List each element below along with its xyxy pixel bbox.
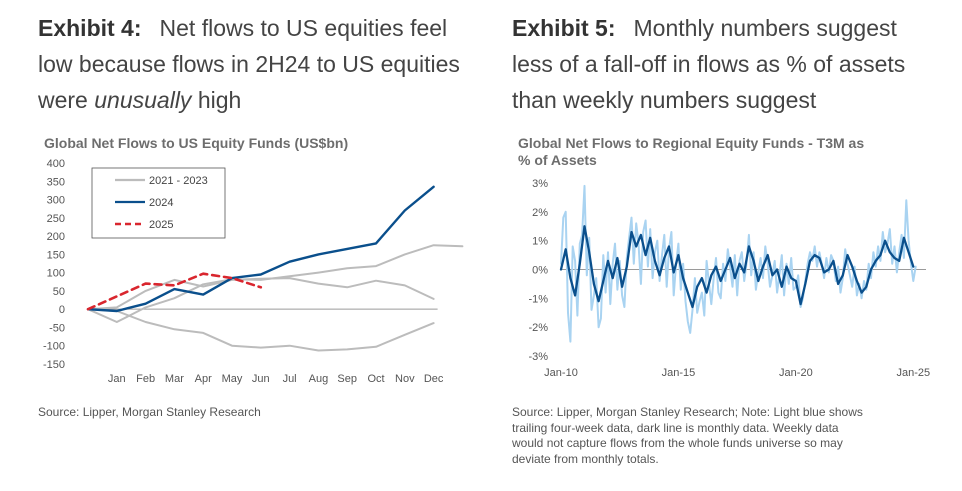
exhibit4-title-line2: low because flows in 2H24 to US equities <box>38 51 460 77</box>
chart1-legend-label: 2024 <box>149 197 173 209</box>
chart1-x-tick-label: Jul <box>283 373 297 385</box>
chart1-legend-label: 2025 <box>149 219 173 231</box>
chart2-title: Global Net Flows to Regional Equity Fund… <box>518 135 864 169</box>
chart2-y-tick-label: -1% <box>528 293 548 305</box>
chart1-x-tick-label: Aug <box>309 373 329 385</box>
chart2-y-tick-label: 2% <box>532 207 548 219</box>
exhibit5-title: Exhibit 5: Monthly numbers suggest less o… <box>512 10 905 118</box>
chart1-y-tick-label: 250 <box>47 213 65 225</box>
exhibit5-label: Exhibit 5: <box>512 15 616 41</box>
chart1-svg: 400 350 300 250 200 150 100 50 0 -50 -100 -150 Jan Fe… <box>43 158 464 385</box>
chart1-y-tick-label: 150 <box>47 249 65 261</box>
chart1-series-line-unlabeled-2 <box>87 308 435 352</box>
exhibit5-title-line1: Exhibit 5: Monthly numbers suggest <box>512 10 905 46</box>
chart1-x-tick-label: Mar <box>165 373 184 385</box>
chart2-x-tick-label: Jan-20 <box>779 367 813 379</box>
exhibit4-label: Exhibit 4: <box>38 15 142 41</box>
chart2-y-tick-label: 1% <box>532 236 548 248</box>
chart1-x-tick-label: Sep <box>337 373 357 385</box>
chart1-y-tick-label: 350 <box>47 176 65 188</box>
chart1-legend-box <box>91 167 226 239</box>
chart2-y-tick-label: 0% <box>532 265 548 277</box>
exhibit4-title-emphasis: unusually <box>94 87 192 113</box>
exhibit5-source-line: Source: Lipper, Morgan Stanley Research;… <box>512 405 863 419</box>
chart1-x-tick-label: Apr <box>195 373 212 385</box>
chart2-x-tick-label: Jan-15 <box>662 367 696 379</box>
chart1-series-line-2024 <box>86 185 435 313</box>
exhibit4-title-text1: Net flows to US equities feel <box>159 15 448 41</box>
exhibit5-source-line: deviate from monthly totals. <box>512 451 659 466</box>
exhibit5-source: Source: Lipper, Morgan Stanley Research;… <box>512 405 863 467</box>
chart1-x-tick-label: May <box>222 373 243 385</box>
exhibit4-title-line3: were unusually high <box>38 82 460 118</box>
chart1-x-tick-label: Oct <box>367 373 384 385</box>
chart2-y-tick-label: -2% <box>528 322 548 334</box>
chart1-y-tick-label: -50 <box>49 322 65 334</box>
chart1-series-line-unlabeled-1 <box>87 277 435 311</box>
exhibit5-source-line: trailing four-week data, dark line is mo… <box>512 420 839 435</box>
exhibit4-title-post: high <box>191 87 242 113</box>
chart1-x-tick-label: Nov <box>395 373 415 385</box>
chart1-y-tick-label: 400 <box>47 158 65 170</box>
exhibit4-source: Source: Lipper, Morgan Stanley Research <box>38 405 261 419</box>
chart1-y-tick-label: -100 <box>43 341 65 353</box>
exhibit5-title-line2: less of a fall-off in flows as % of asse… <box>512 51 906 77</box>
exhibit5-title-text1: Monthly numbers suggest <box>633 15 897 41</box>
chart1-x-tick-label: Feb <box>136 373 155 385</box>
chart2-series-line-weekly <box>560 184 917 343</box>
chart2-x-tick-label: Jan-10 <box>544 367 578 379</box>
chart2-x-tick-label: Jan-25 <box>896 367 930 379</box>
chart2-title-line1: Global Net Flows to Regional Equity Fund… <box>518 135 865 151</box>
exhibit5-source-line: would not capture flows from the whole f… <box>512 436 843 450</box>
chart1-y-tick-label: 100 <box>47 268 65 280</box>
exhibit4-title-line1: Exhibit 4: Net flows to US equities feel <box>38 10 460 46</box>
chart2-series-line-monthly <box>559 225 915 309</box>
exhibit4-title-pre: were <box>38 87 95 113</box>
chart1-y-tick-label: 200 <box>47 231 65 243</box>
chart1-y-tick-label: 50 <box>53 286 65 298</box>
chart1-y-tick-label: 300 <box>47 195 65 207</box>
chart2-title-line2: % of Assets <box>518 152 597 168</box>
exhibit4-title: Exhibit 4: Net flows to US equities feel … <box>38 10 460 118</box>
chart1-y-tick-label: 0 <box>59 304 65 316</box>
chart1-series-line-2025 <box>86 272 263 311</box>
chart1-x-tick-label: Dec <box>424 373 444 385</box>
chart1-x-tick-label: Jun <box>252 373 270 385</box>
chart1-legend-label: 2021 - 2023 <box>149 175 208 187</box>
chart1-x-tick-label: Jan <box>108 373 126 385</box>
chart2-y-tick-label: -3% <box>528 351 548 363</box>
chart2-y-tick-label: 3% <box>532 178 548 190</box>
chart2-svg: 3% 2% 1% 0% -1% -2% -3% Jan-10 Jan-15 Jan-20 Jan-2… <box>528 178 930 379</box>
chart1-y-tick-label: -150 <box>43 359 65 371</box>
exhibit5-title-line3: than weekly numbers suggest <box>512 87 817 113</box>
chart1-title: Global Net Flows to US Equity Funds (US$… <box>44 135 349 151</box>
